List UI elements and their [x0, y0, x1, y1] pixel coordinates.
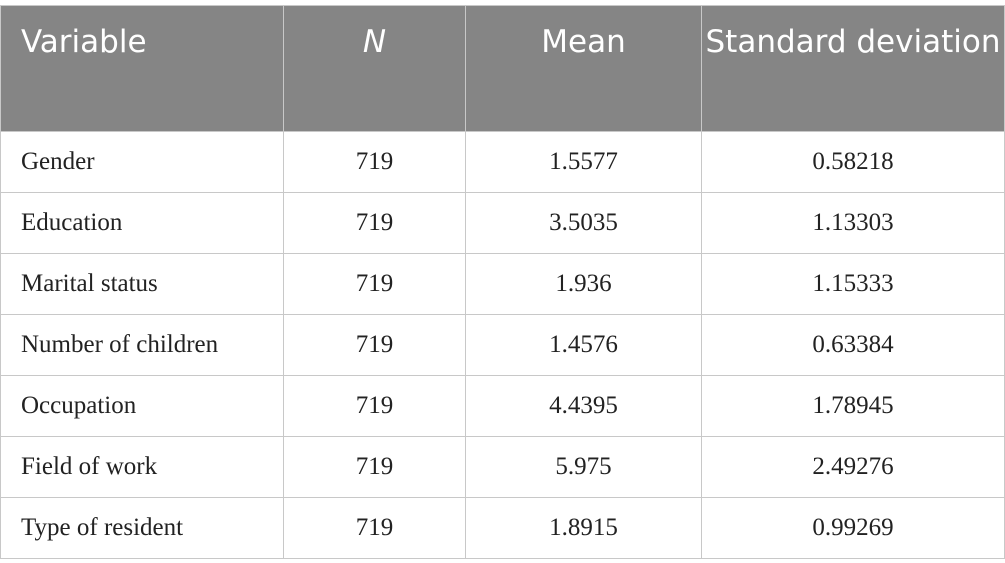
header-cell: Standard deviation	[701, 5, 1005, 132]
table-row: Type of resident 719 1.8915 0.99269	[0, 497, 1005, 559]
table-cell: Marital status	[0, 253, 284, 315]
table-row: Occupation 719 4.4395 1.78945	[0, 375, 1005, 437]
table-cell: Education	[0, 192, 284, 254]
table-row: Marital status 719 1.936 1.15333	[0, 253, 1005, 315]
table-cell: 719	[283, 314, 466, 376]
table-cell: Gender	[0, 131, 284, 193]
table-cell: 1.13303	[701, 192, 1005, 254]
header-cell: N	[283, 5, 466, 132]
table-cell: 2.49276	[701, 436, 1005, 498]
table-cell: 719	[283, 192, 466, 254]
table-row: Field of work 719 5.975 2.49276	[0, 436, 1005, 498]
table-cell: 719	[283, 436, 466, 498]
table-cell: 1.936	[465, 253, 702, 315]
table-row: Number of children 719 1.4576 0.63384	[0, 314, 1005, 376]
table-cell: 1.4576	[465, 314, 702, 376]
table-cell: Number of children	[0, 314, 284, 376]
table-cell: 1.5577	[465, 131, 702, 193]
table-cell: 0.58218	[701, 131, 1005, 193]
table-row: Education 719 3.5035 1.13303	[0, 192, 1005, 254]
table-cell: Occupation	[0, 375, 284, 437]
table-cell: Type of resident	[0, 497, 284, 559]
table-cell: 1.15333	[701, 253, 1005, 315]
header-cell: Variable	[0, 5, 284, 132]
table-cell: 719	[283, 375, 466, 437]
table-cell: 0.63384	[701, 314, 1005, 376]
table-cell: Field of work	[0, 436, 284, 498]
table-cell: 1.78945	[701, 375, 1005, 437]
table-cell: 1.8915	[465, 497, 702, 559]
table-cell: 719	[283, 253, 466, 315]
table-cell: 719	[283, 131, 466, 193]
table-body: Gender 719 1.5577 0.58218 Education 719 3.5035…	[0, 131, 1005, 559]
table-row: Gender 719 1.5577 0.58218	[0, 131, 1005, 193]
header-cell: Mean	[465, 5, 702, 132]
data-table: Variable N Mean Standard deviation Gender 71…	[0, 5, 1005, 559]
table-cell: 0.99269	[701, 497, 1005, 559]
header-row: Variable N Mean Standard deviation	[0, 5, 1005, 132]
table-cell: 3.5035	[465, 192, 702, 254]
table-header: Variable N Mean Standard deviation	[0, 5, 1005, 132]
table-cell: 4.4395	[465, 375, 702, 437]
table-cell: 5.975	[465, 436, 702, 498]
table-cell: 719	[283, 497, 466, 559]
